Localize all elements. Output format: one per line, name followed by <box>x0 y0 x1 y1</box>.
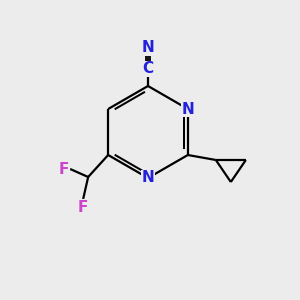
Text: N: N <box>182 101 194 116</box>
Text: C: C <box>142 61 154 76</box>
Text: N: N <box>142 170 154 185</box>
Text: F: F <box>59 161 69 176</box>
Text: F: F <box>78 200 88 214</box>
Text: N: N <box>142 40 154 56</box>
